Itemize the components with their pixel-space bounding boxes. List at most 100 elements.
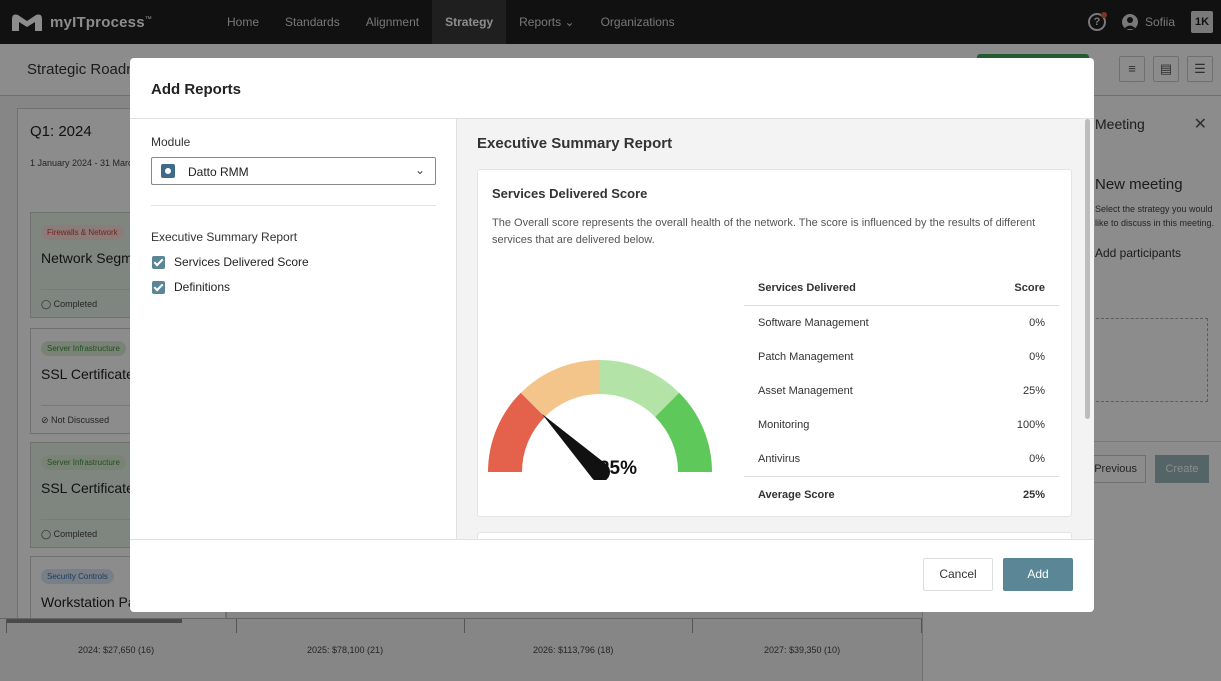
nav-organizations[interactable]: Organizations — [600, 15, 675, 29]
gauge-value: 25% — [598, 458, 638, 479]
timeline-tick — [464, 619, 465, 633]
service-score: 100% — [1016, 419, 1045, 431]
menu-icon[interactable]: ☰ — [1187, 56, 1213, 82]
column-header-score: Score — [1014, 281, 1045, 294]
brand-logo[interactable]: myITprocess™ — [10, 11, 200, 33]
top-nav: myITprocess™ Home Standards Alignment St… — [0, 0, 1221, 44]
average-score: 25% — [1022, 488, 1045, 501]
checkbox-checked-icon[interactable] — [152, 255, 165, 269]
service-score: 25% — [1022, 385, 1045, 397]
help-icon[interactable]: ? — [1087, 12, 1107, 31]
checkbox-checked-icon[interactable] — [152, 280, 165, 294]
table-row: Software Management 0% — [744, 306, 1059, 340]
average-label: Average Score — [758, 488, 835, 501]
status-label: Completed — [53, 299, 98, 309]
notification-dot — [1100, 12, 1107, 18]
timeline-year-total: 2024: $27,650 (16) — [78, 645, 155, 655]
timeline-tick — [236, 619, 237, 633]
divider — [151, 205, 436, 206]
table-row: Monitoring 100% — [744, 408, 1059, 442]
scrollbar-thumb[interactable] — [1085, 119, 1090, 419]
nav-standards[interactable]: Standards — [285, 15, 340, 29]
checkbox-definitions[interactable]: Definitions — [152, 280, 230, 294]
main-nav: Home Standards Alignment Strategy Report… — [214, 0, 688, 44]
category-tag: Firewalls & Network — [41, 225, 124, 240]
module-select[interactable]: Datto RMM ⌄ — [151, 157, 436, 185]
quarter-range: 1 January 2024 - 31 March 2024 — [30, 158, 161, 168]
service-name: Patch Management — [758, 351, 854, 363]
category-tag: Security Controls — [41, 569, 114, 584]
header-tools: ≡ ▤ ☰ — [1111, 56, 1213, 82]
nav-home[interactable]: Home — [227, 15, 260, 29]
add-button[interactable]: Add — [1003, 558, 1073, 591]
table-row: Patch Management 0% — [744, 340, 1059, 374]
user-name[interactable]: Sofiia — [1144, 15, 1175, 29]
pane-divider — [456, 119, 457, 539]
quarter-title: Q1: 2024 — [30, 123, 92, 140]
timeline-year-total: 2026: $113,796 (18) — [533, 645, 614, 655]
filter-icon[interactable]: ≡ — [1119, 56, 1145, 82]
gauge-segment-good — [600, 360, 680, 417]
budget-timeline: 2024: $27,650 (16) 2025: $78,100 (21) 20… — [0, 618, 922, 681]
service-name: Antivirus — [758, 453, 801, 465]
create-button[interactable]: Create — [1155, 455, 1209, 483]
datto-rmm-icon — [161, 164, 175, 178]
service-name: Software Management — [758, 317, 869, 329]
card-title: SSL Certificates — [41, 480, 141, 496]
category-tag: Server Infrastructure — [41, 455, 126, 470]
timeline-tick — [692, 619, 693, 633]
checkbox-label: Services Delivered Score — [174, 255, 309, 269]
preview-title: Executive Summary Report — [477, 135, 673, 152]
chevron-down-icon: ⌄ — [564, 15, 575, 29]
status-label: Completed — [53, 529, 98, 539]
timeline-scrollbar[interactable] — [6, 619, 182, 623]
report-options-pane: Module Datto RMM ⌄ Executive Summary Rep… — [130, 119, 456, 539]
gauge-segment-fair — [520, 360, 600, 417]
panel-title: Meeting — [1095, 116, 1145, 132]
table-row: Asset Management 25% — [744, 374, 1059, 408]
logo-icon — [10, 11, 44, 33]
add-reports-modal: Add Reports Module Datto RMM ⌄ Executive… — [130, 58, 1094, 612]
module-select-value: Datto RMM — [188, 165, 249, 179]
chevron-down-icon: ⌄ — [414, 163, 425, 177]
card-heading: Services Delivered Score — [492, 186, 648, 201]
category-tag: Server Infrastructure — [41, 341, 126, 356]
panel-heading: New meeting — [1095, 176, 1183, 193]
service-name: Asset Management — [758, 385, 853, 397]
gauge-segment-poor — [488, 392, 545, 472]
status-label: Not Discussed — [51, 415, 110, 425]
service-name: Monitoring — [758, 419, 810, 431]
service-score: 0% — [1029, 351, 1045, 363]
module-label: Module — [151, 135, 191, 149]
timeline-tick — [6, 619, 7, 633]
report-preview-pane: Executive Summary Report Services Delive… — [457, 119, 1094, 539]
brand-name: myITprocess™ — [50, 13, 152, 31]
cancel-button[interactable]: Cancel — [923, 558, 993, 591]
nav-reports[interactable]: Reports ⌄ — [506, 0, 587, 44]
gauge-needle — [542, 414, 610, 480]
checkbox-services-delivered-score[interactable]: Services Delivered Score — [152, 255, 309, 269]
divider — [130, 118, 1094, 119]
nav-strategy[interactable]: Strategy — [432, 0, 507, 44]
nav-reports-label: Reports — [519, 15, 562, 29]
nav-alignment[interactable]: Alignment — [365, 15, 420, 29]
definitions-card — [477, 532, 1072, 539]
average-row: Average Score 25% — [744, 476, 1059, 512]
card-title: SSL Certificates — [41, 366, 141, 382]
participants-label[interactable]: Add participants — [1095, 246, 1182, 260]
gauge-segment-excellent — [655, 392, 712, 472]
service-score: 0% — [1029, 317, 1045, 329]
document-icon[interactable]: ▤ — [1153, 56, 1179, 82]
panel-description: Select the strategy you would like to di… — [1095, 204, 1215, 228]
table-row: Antivirus 0% — [744, 442, 1059, 476]
org-badge[interactable]: 1K — [1191, 11, 1213, 33]
user-avatar-icon[interactable] — [1121, 14, 1138, 30]
close-icon[interactable]: ✕ — [1193, 116, 1207, 133]
table-header: Services Delivered Score — [744, 270, 1059, 306]
preview-scrollbar[interactable] — [1085, 119, 1090, 539]
service-score: 0% — [1029, 453, 1045, 465]
checkbox-label: Definitions — [174, 280, 231, 294]
timeline-tick — [921, 619, 922, 633]
services-delivered-card: Services Delivered Score The Overall sco… — [477, 169, 1072, 517]
timeline-year-total: 2027: $39,350 (10) — [764, 645, 841, 655]
